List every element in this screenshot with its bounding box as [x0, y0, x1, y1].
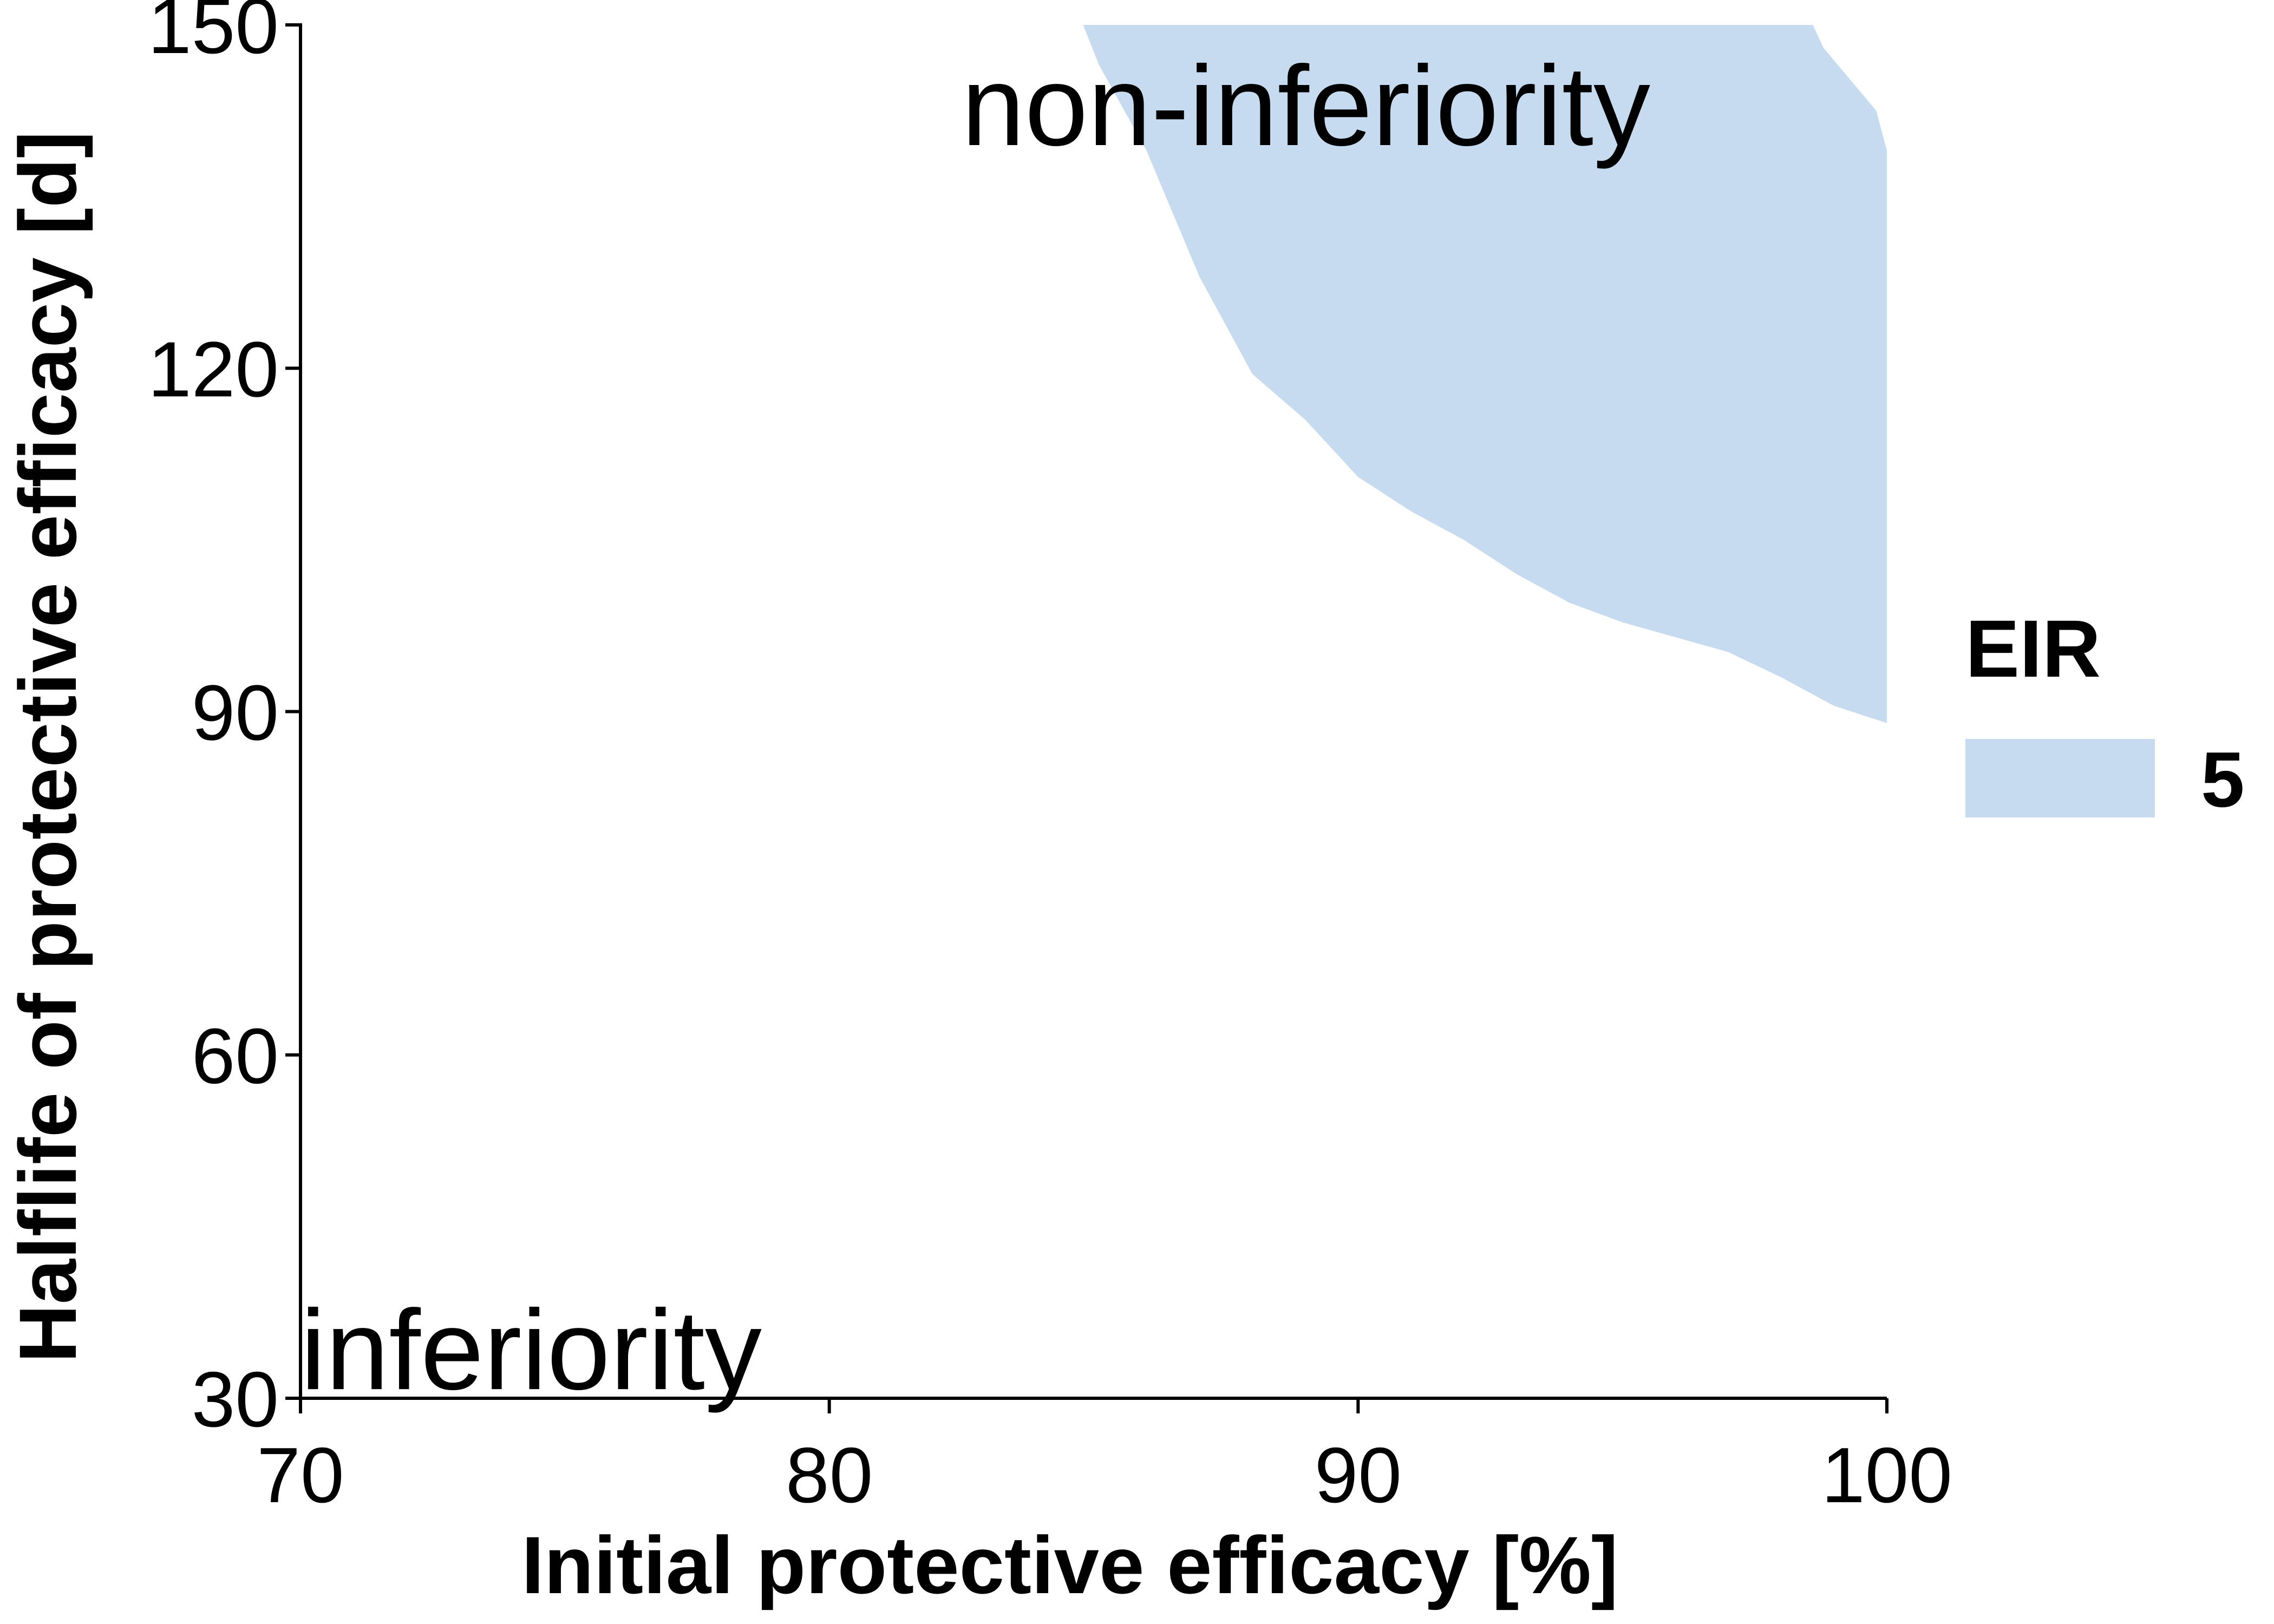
y-axis-title: Halflife of protective efficacy [d] — [2, 131, 93, 1363]
axes: 30 60 90 120 150 70 80 90 100 — [148, 0, 1952, 1519]
x-ticks: 70 80 90 100 — [257, 1398, 1952, 1519]
series-area-5 — [1083, 25, 1887, 723]
legend-title: EIR — [1965, 603, 2101, 694]
y-ticks: 30 60 90 120 150 — [148, 0, 300, 1443]
x-tick-label: 80 — [786, 1431, 873, 1519]
legend: EIR 5 — [1965, 603, 2245, 823]
x-tick-label: 70 — [257, 1431, 344, 1519]
region-label-inferiority: inferiority — [300, 1286, 762, 1413]
series-layer — [1083, 25, 1887, 723]
x-tick-label: 100 — [1821, 1431, 1952, 1519]
region-label-non-inferiority: non-inferiority — [962, 42, 1650, 169]
y-tick-label: 120 — [148, 325, 279, 413]
annotations: non-inferiority inferiority — [300, 42, 1650, 1413]
x-axis-title: Initial protective efficacy [%] — [521, 1520, 1618, 1610]
y-tick-label: 90 — [192, 669, 279, 757]
legend-key-label: 5 — [2201, 736, 2245, 823]
y-tick-label: 60 — [192, 1012, 279, 1100]
x-tick-label: 90 — [1315, 1431, 1402, 1519]
y-tick-label: 150 — [148, 0, 279, 70]
legend-key-swatch — [1965, 739, 2155, 817]
y-tick-label: 30 — [192, 1355, 279, 1443]
